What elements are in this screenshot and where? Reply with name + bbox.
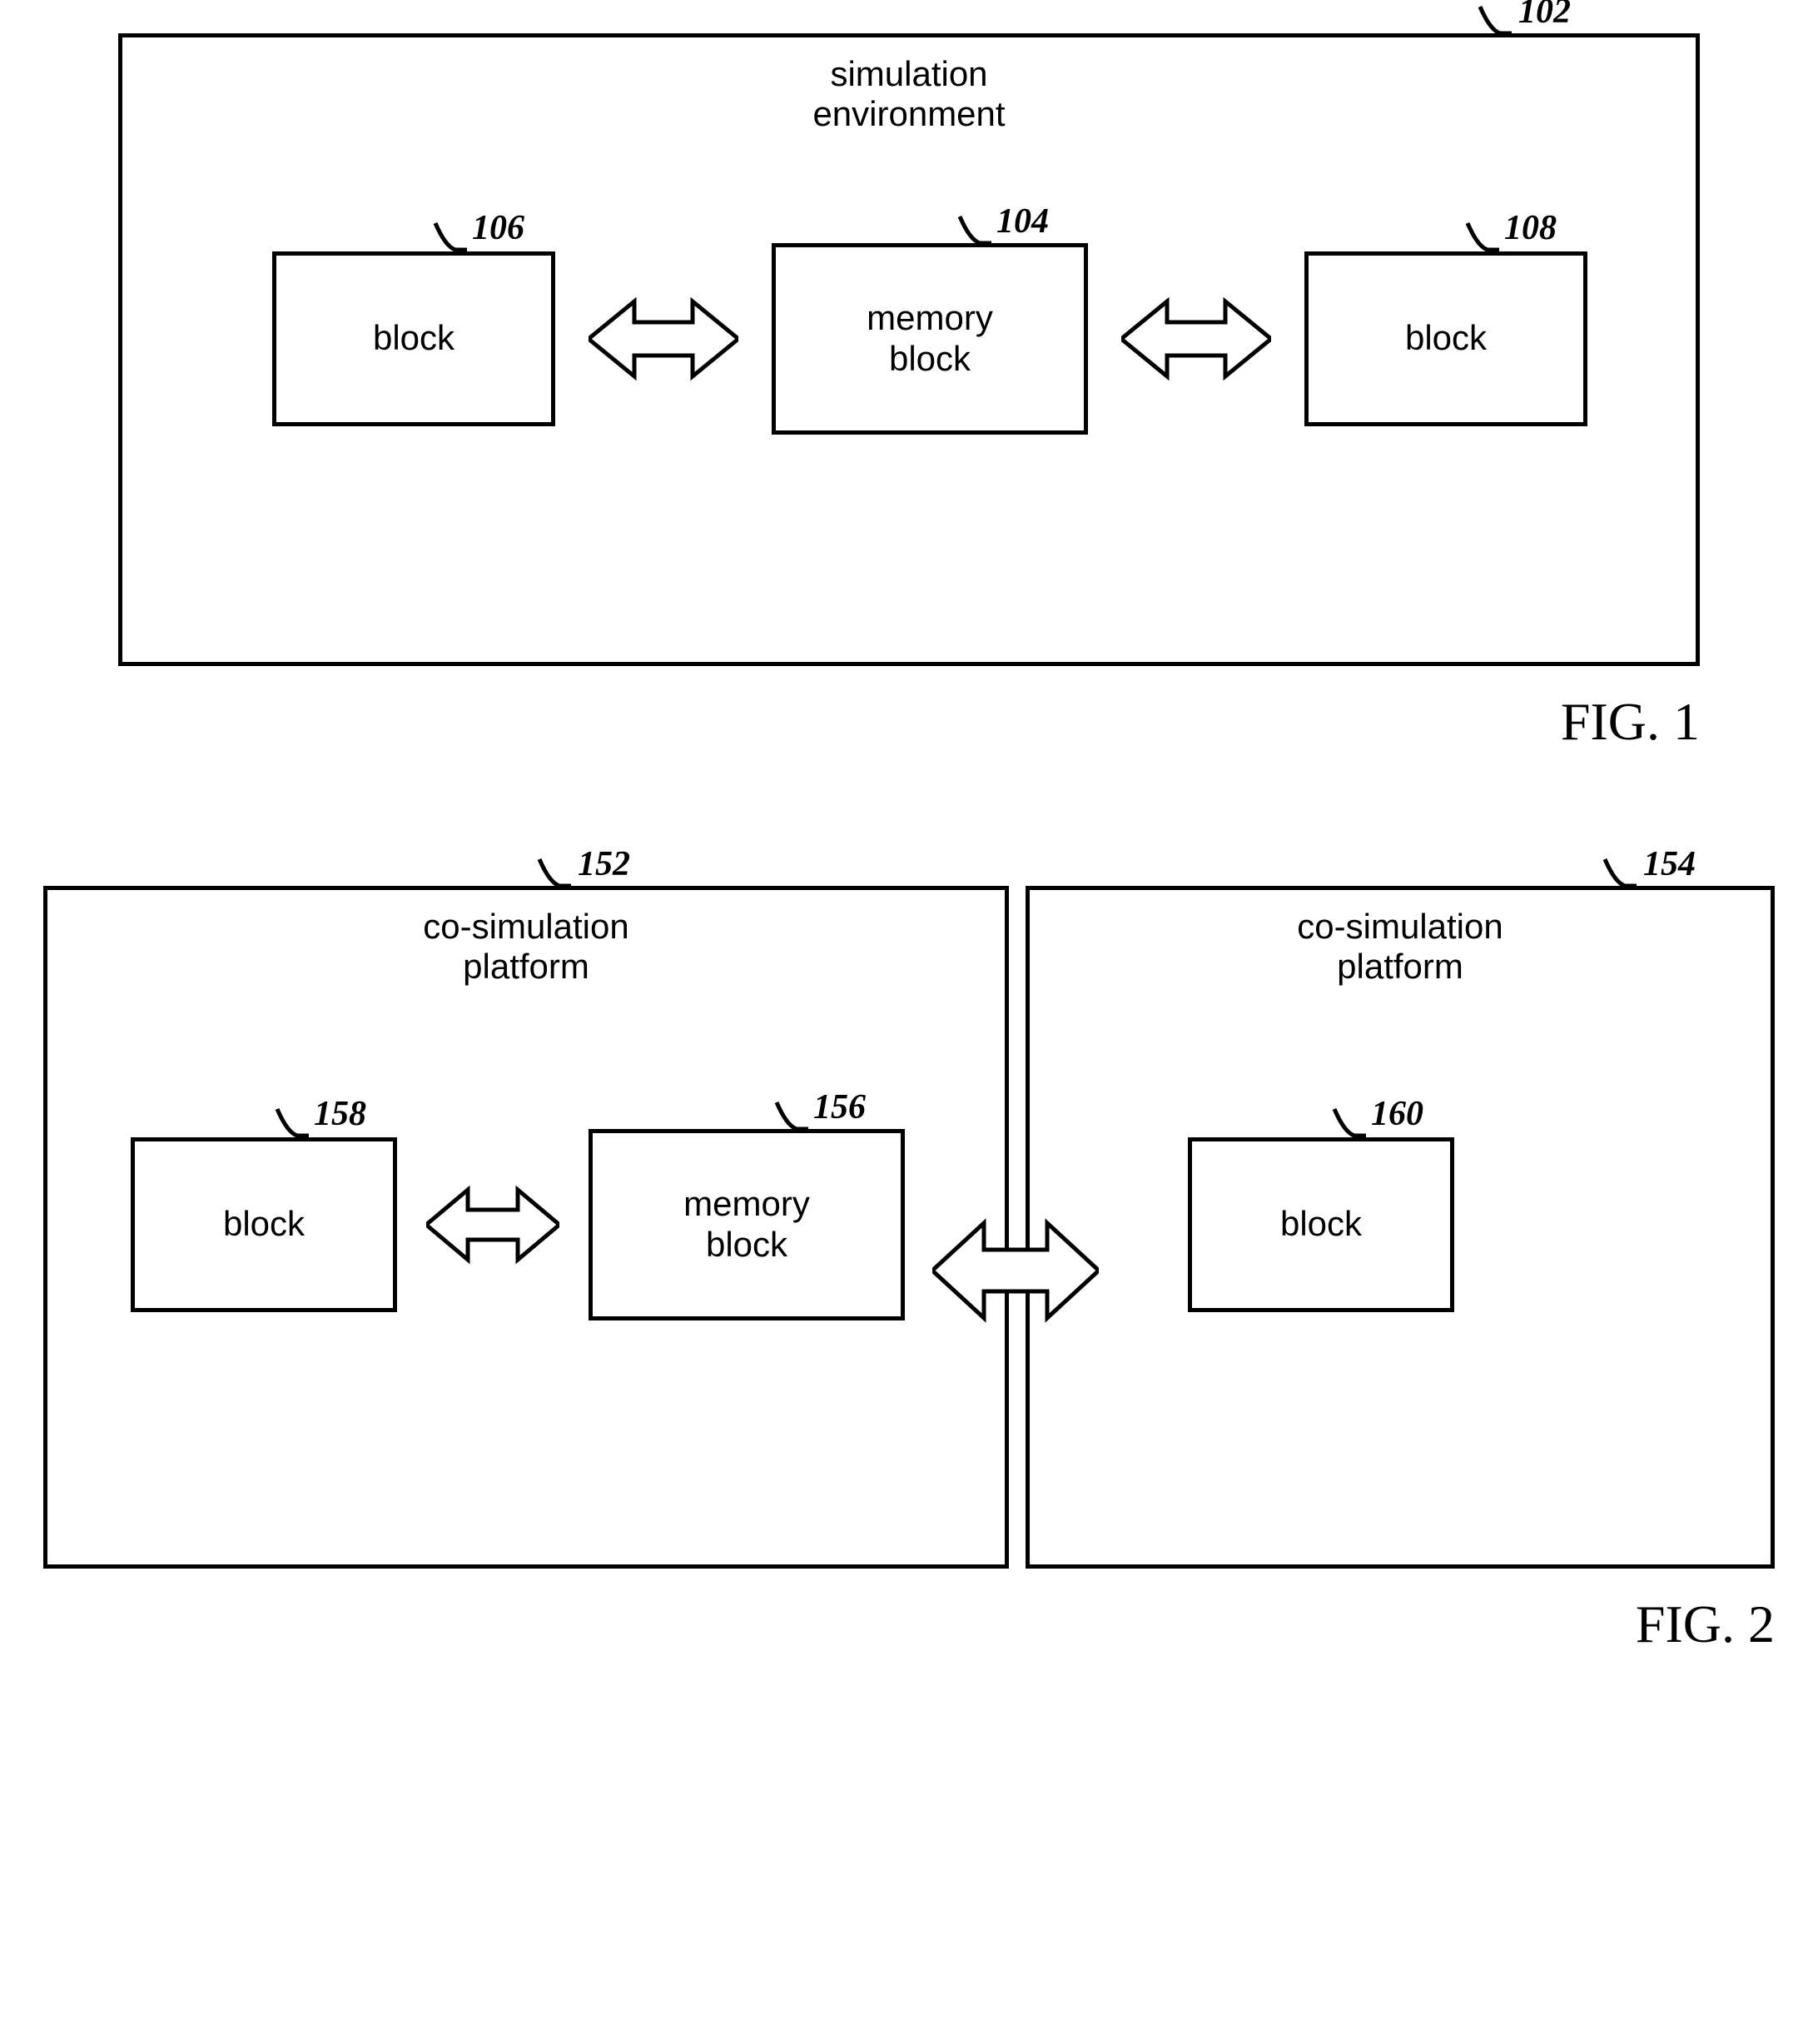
ref-tick-160 — [1329, 1104, 1366, 1141]
ref-158: 158 — [314, 1094, 366, 1134]
ref-106: 106 — [472, 208, 524, 248]
fig2-block-left: block — [131, 1137, 397, 1312]
fig1-block-right: block — [1304, 251, 1587, 426]
fig2-right-title: co-simulation platform — [1030, 907, 1771, 987]
ref-154: 154 — [1643, 844, 1696, 884]
ref-108: 108 — [1504, 208, 1557, 248]
fig1-arrow-2 — [1121, 293, 1271, 385]
fig2-block-right: block — [1188, 1137, 1454, 1312]
fig1-block-center: memory block — [772, 243, 1088, 435]
ref-160: 160 — [1371, 1094, 1423, 1134]
ref-tick-106 — [430, 218, 467, 255]
fig1-container: simulation environment block 106 — [118, 33, 1700, 666]
figure-2: 152 co-simulation platform block — [33, 886, 1785, 1655]
ref-102: 102 — [1518, 0, 1571, 32]
ref-tick-104 — [955, 211, 991, 248]
ref-tick-158 — [272, 1104, 309, 1141]
fig2-left-title: co-simulation platform — [47, 907, 1005, 987]
fig2-block-left-label: block — [223, 1204, 305, 1244]
fig1-caption: FIG. 1 — [118, 691, 1700, 753]
fig2-caption: FIG. 2 — [43, 1594, 1775, 1655]
ref-tick-108 — [1463, 218, 1499, 255]
fig1-block-left: block — [272, 251, 555, 426]
fig1-block-center-label: memory block — [867, 298, 993, 379]
ref-tick-156 — [772, 1097, 808, 1134]
fig2-block-center: memory block — [589, 1129, 905, 1320]
fig1-title: simulation environment — [122, 54, 1696, 135]
fig1-block-left-label: block — [373, 318, 454, 358]
fig2-block-center-label: memory block — [683, 1184, 810, 1265]
fig1-arrow-1 — [589, 293, 738, 385]
fig2-arrow-1 — [426, 1183, 559, 1266]
fig2-right-container: co-simulation platform block 160 — [1026, 886, 1775, 1569]
ref-152: 152 — [578, 844, 630, 884]
fig1-block-right-label: block — [1405, 318, 1487, 358]
fig2-left-container: co-simulation platform block 158 — [43, 886, 1009, 1569]
figure-1: 102 simulation environment block 106 — [33, 33, 1785, 753]
ref-156: 156 — [813, 1087, 866, 1127]
fig2-block-right-label: block — [1280, 1204, 1362, 1244]
ref-104: 104 — [996, 201, 1049, 241]
fig2-arrow-bridge — [932, 1216, 1099, 1325]
